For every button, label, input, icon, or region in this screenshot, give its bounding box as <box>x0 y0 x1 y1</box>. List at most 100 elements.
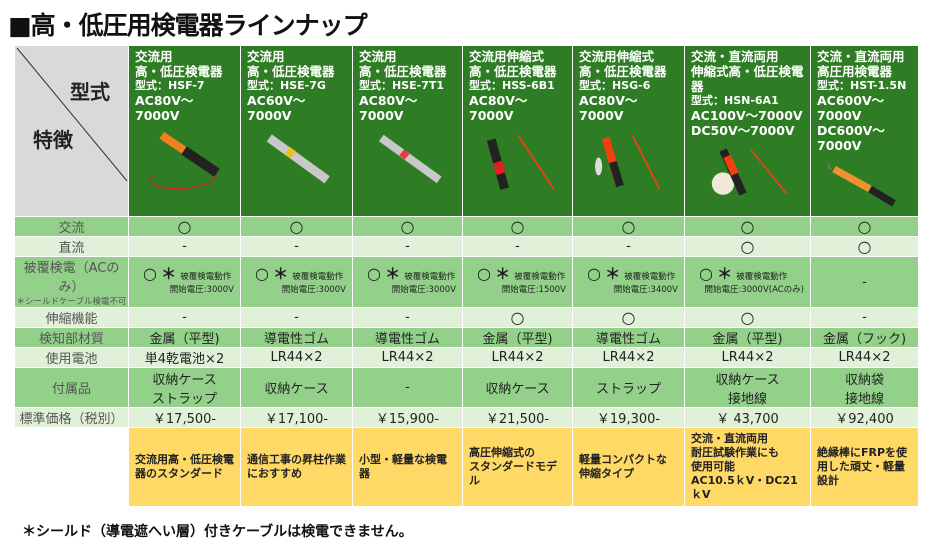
circle-mark: ○ <box>367 264 381 283</box>
accessories-cell: 収納ケース 接地線 <box>684 367 811 408</box>
product-name-2: 高・低圧検電器 <box>135 64 223 79</box>
product-image <box>378 134 442 184</box>
coated-voltage: 開始電圧:3000V <box>391 285 456 295</box>
coated-voltage: 開始電圧:3000V <box>169 285 234 295</box>
product-range: AC600V～7000V <box>817 93 885 123</box>
asterisk-mark: ＊ <box>605 265 621 283</box>
feature-cell: 絶縁棒にFRPを使用した頑丈・軽量設計 <box>810 427 919 507</box>
material-cell: 金属（平型) <box>462 327 573 348</box>
circle-mark: ○ <box>699 264 713 283</box>
ac-cell: ○ <box>240 216 353 237</box>
row-label-ac: 交流 <box>14 216 129 237</box>
coated-action: 被覆検電動作 <box>514 272 566 282</box>
product-name: 交流用 <box>247 49 285 64</box>
row-label-coated: 被覆検電（ACのみ） ＊シールドケーブル検電不可 <box>14 256 129 308</box>
product-header-3: 交流用伸縮式 高・低圧検電器 型式：HSS-6B1 AC80V～7000V <box>462 45 573 217</box>
product-model: 型式：HSE-7G <box>247 79 326 92</box>
product-header-5: 交流・直流両用 伸縮式高・低圧検電器 型式：HSN-6A1 AC100V～7000V D… <box>684 45 811 217</box>
product-image <box>150 131 220 190</box>
feature-cell: 小型・軽量な検電器 <box>352 427 463 507</box>
product-header-6: 交流・直流両用 高圧用検電器 型式：HST-1.5N AC600V～7000V DC60… <box>810 45 919 217</box>
feature-cell: 通信工事の昇柱作業におすすめ <box>240 427 353 507</box>
material-cell: 金属（平型) <box>684 327 811 348</box>
accessories-cell: ストラップ <box>572 367 685 408</box>
product-name: 交流用 <box>359 49 397 64</box>
product-name: 交流用伸縮式 <box>579 49 655 64</box>
coated-voltage: 開始電圧:1500V <box>501 285 566 295</box>
material-cell: 導電性ゴム <box>240 327 353 348</box>
ac-cell: ○ <box>352 216 463 237</box>
product-name-2: 高・低圧検電器 <box>247 64 335 79</box>
accessories-line: 収納ケース <box>715 372 780 388</box>
battery-cell: LR44×2 <box>572 347 685 368</box>
accessories-cell: - <box>352 367 463 408</box>
coated-action: 被覆検電動作 <box>736 272 788 282</box>
coated-action: 被覆検電動作 <box>404 272 456 282</box>
accessories-line: 収納ケース <box>152 372 217 388</box>
ac-cell: ○ <box>462 216 573 237</box>
coated-cell: ○ ＊ 被覆検電動作開始電圧:3400V <box>572 256 685 308</box>
price-cell: ￥ 43,700 <box>684 407 811 428</box>
telescopic-cell: ○ <box>684 307 811 328</box>
coated-action: 被覆検電動作 <box>624 272 676 282</box>
product-name: 交流用伸縮式 <box>469 49 545 64</box>
product-name-2: 高・低圧検電器 <box>469 64 557 79</box>
dc-cell: - <box>352 236 463 257</box>
product-model: 型式：HSG-6 <box>579 79 651 92</box>
footnote: ＊シールド（導電遮へい層）付きケーブルは検電できません。 <box>22 524 413 540</box>
material-cell: 金属（フック) <box>810 327 919 348</box>
telescopic-cell: - <box>128 307 241 328</box>
product-name: 交流・直流両用 <box>691 49 779 64</box>
row-label-material: 検知部材質 <box>14 327 129 348</box>
coated-sublabel: ＊シールドケーブル検電不可 <box>16 297 127 307</box>
coated-cell: ○ ＊ 被覆検電動作 開始電圧:3000V(ACのみ) <box>684 256 811 308</box>
row-label-dc: 直流 <box>14 236 129 257</box>
material-cell: 導電性ゴム <box>572 327 685 348</box>
circle-mark: ○ <box>477 264 491 283</box>
dc-cell: ○ <box>684 236 811 257</box>
price-cell: ￥21,500- <box>462 407 573 428</box>
product-range: AC60V～7000V <box>247 93 306 123</box>
product-range-dc: DC50V～7000V <box>691 123 795 138</box>
product-model: 型式：HST-1.5N <box>817 79 907 92</box>
accessories-cell: 収納袋 接地線 <box>810 367 919 408</box>
product-header-0: 交流用 高・低圧検電器 型式：HSF-7 AC80V～7000V <box>128 45 241 217</box>
accessories-line: 接地線 <box>844 391 884 407</box>
product-header-2: 交流用 高・低圧検電器 型式：HSE-7T1 AC80V～7000V <box>352 45 463 217</box>
material-cell: 導電性ゴム <box>352 327 463 348</box>
ac-cell: ○ <box>572 216 685 237</box>
model-heading: 型式 <box>70 80 110 104</box>
blank-cell <box>14 427 129 507</box>
feature-cell: 交流用高・低圧検電器のスタンダード <box>128 427 241 507</box>
product-header-1: 交流用 高・低圧検電器 型式：HSE-7G AC60V～7000V <box>240 45 353 217</box>
row-label-price: 標準価格（税別） <box>14 407 129 428</box>
row-label-telescopic: 伸縮機能 <box>14 307 129 328</box>
price-cell: ￥17,500- <box>128 407 241 428</box>
corner-cell: 型式 特徴 <box>14 45 129 217</box>
product-range: AC80V～7000V <box>579 93 638 123</box>
page-title: ■高・低圧用検電器ラインナップ <box>8 11 368 40</box>
product-range-dc: DC600V～7000V <box>817 123 885 153</box>
row-label-battery: 使用電池 <box>14 347 129 368</box>
asterisk-mark: ＊ <box>161 265 177 283</box>
dc-cell: - <box>240 236 353 257</box>
feature-cell: 軽量コンパクトな 伸縮タイプ <box>572 427 685 507</box>
coated-cell: ○ ＊ 被覆検電動作 開始電圧:3000V <box>352 256 463 308</box>
product-model: 型式：HSE-7T1 <box>359 79 445 92</box>
accessories-line: 接地線 <box>727 391 767 407</box>
product-image <box>486 134 555 190</box>
coated-voltage: 開始電圧:3000V(ACのみ) <box>704 285 804 295</box>
circle-mark: ○ <box>587 264 601 283</box>
product-range: AC80V～7000V <box>359 93 418 123</box>
product-range: AC100V～7000V <box>691 108 803 123</box>
coated-voltage: 開始電圧:3400V <box>613 285 678 295</box>
product-model: 型式：HSS-6B1 <box>469 79 555 92</box>
asterisk-mark: ＊ <box>495 265 511 283</box>
battery-cell: LR44×2 <box>352 347 463 368</box>
coated-cell: ○ ＊ 被覆検電動作 開始電圧:3000V <box>128 256 241 308</box>
product-image <box>266 134 330 184</box>
product-name-2: 高・低圧検電器 <box>359 64 447 79</box>
price-cell: ￥19,300- <box>572 407 685 428</box>
feature-cell: 高圧伸縮式の スタンダードモデル <box>462 427 573 507</box>
dc-cell: - <box>572 236 685 257</box>
